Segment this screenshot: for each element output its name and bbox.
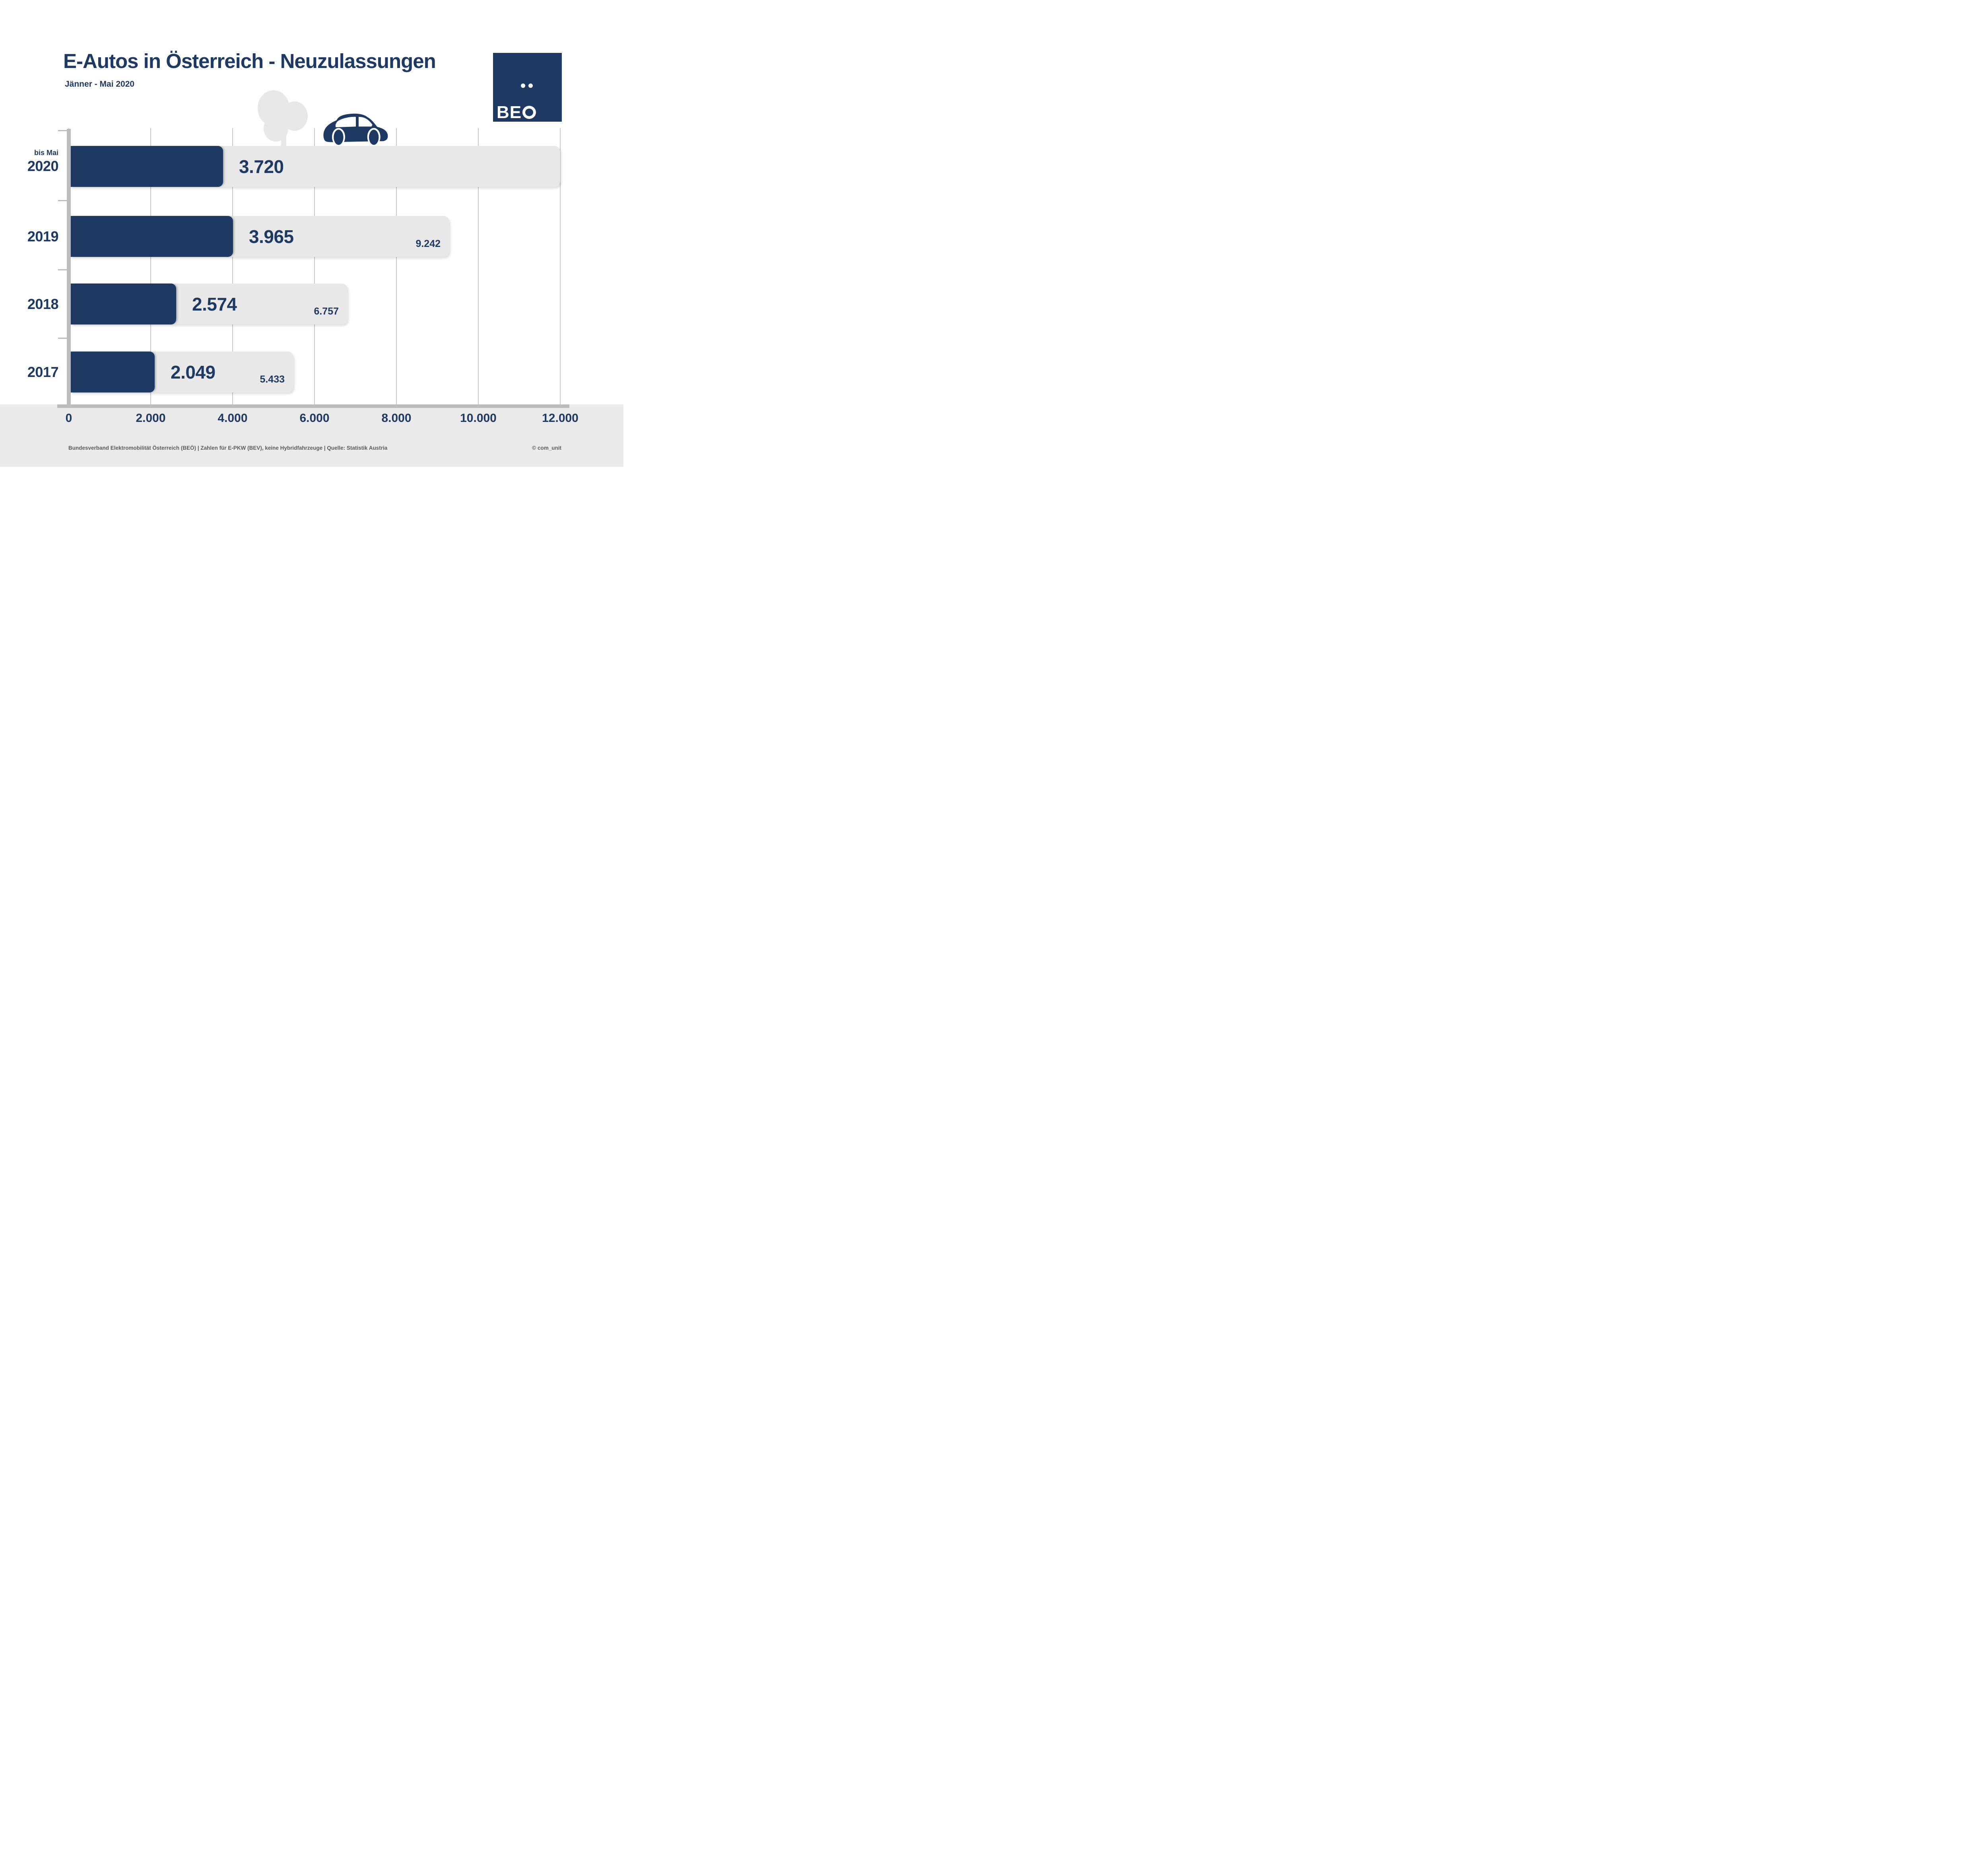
category-label-2020: bis Mai 2020 (7, 141, 59, 182)
x-axis-tick-label: 6.000 (299, 412, 330, 425)
gridline (478, 128, 479, 404)
gridline (150, 128, 151, 404)
category-year: 2019 (27, 228, 59, 245)
category-year: 2017 (27, 363, 59, 380)
axis-background-band (0, 404, 623, 467)
footer-source: Bundesverband Elektromobilität Österreic… (68, 445, 388, 451)
beo-logo: BE (493, 53, 562, 122)
y-axis-tick (58, 130, 67, 131)
category-year: 2020 (27, 158, 59, 175)
bar-2020 (71, 146, 223, 187)
bar-total-label: 5.433 (260, 374, 285, 385)
gridline (396, 128, 397, 404)
y-axis-tick (58, 200, 67, 201)
gridline (560, 128, 561, 404)
bar-value-label: 3.720 (239, 156, 284, 177)
x-axis-tick-label: 8.000 (381, 412, 412, 425)
page-subtitle: Jänner - Mai 2020 (65, 80, 135, 89)
car-icon (323, 113, 388, 146)
bar-2017 (71, 352, 155, 392)
umlaut-dot-icon (521, 84, 525, 88)
category-year: 2018 (27, 295, 59, 312)
y-axis-tick (58, 269, 67, 270)
tree-icon (258, 90, 308, 146)
bar-2019 (71, 216, 233, 257)
footer-credit: © com_unit (532, 445, 561, 451)
category-label-2017: 2017 (7, 352, 59, 392)
logo-letters-be: BE (497, 103, 522, 122)
bar-value-label: 2.049 (171, 361, 215, 383)
category-label-2019: 2019 (7, 216, 59, 257)
gridline (314, 128, 315, 404)
logo-letter-o (522, 106, 536, 119)
bar-value-label: 2.574 (192, 293, 237, 315)
x-axis-tick-label: 12.000 (542, 412, 579, 425)
bar-value-label: 3.965 (249, 226, 294, 247)
logo-wordmark: BE (497, 103, 536, 122)
x-axis-tick-label: 0 (65, 412, 72, 425)
category-label-2018: 2018 (7, 284, 59, 324)
x-axis-tick-label: 10.000 (460, 412, 497, 425)
x-axis-tick-label: 4.000 (217, 412, 248, 425)
category-note: bis Mai (34, 149, 58, 157)
y-axis-line (67, 129, 71, 408)
x-axis-line (57, 404, 569, 408)
y-axis-tick (58, 338, 67, 339)
bar-total-label: 6.757 (314, 306, 339, 317)
gridline (232, 128, 233, 404)
x-axis-tick-label: 2.000 (136, 412, 166, 425)
bar-chart: 0 2.000 4.000 6.000 8.000 10.000 12.000 3.720 bi… (0, 0, 623, 467)
umlaut-dot-icon (528, 84, 533, 88)
bar-total-label: 9.242 (415, 238, 441, 249)
bar-2018 (71, 284, 176, 324)
page-title: E-Autos in Österreich - Neuzulassungen (63, 50, 436, 72)
